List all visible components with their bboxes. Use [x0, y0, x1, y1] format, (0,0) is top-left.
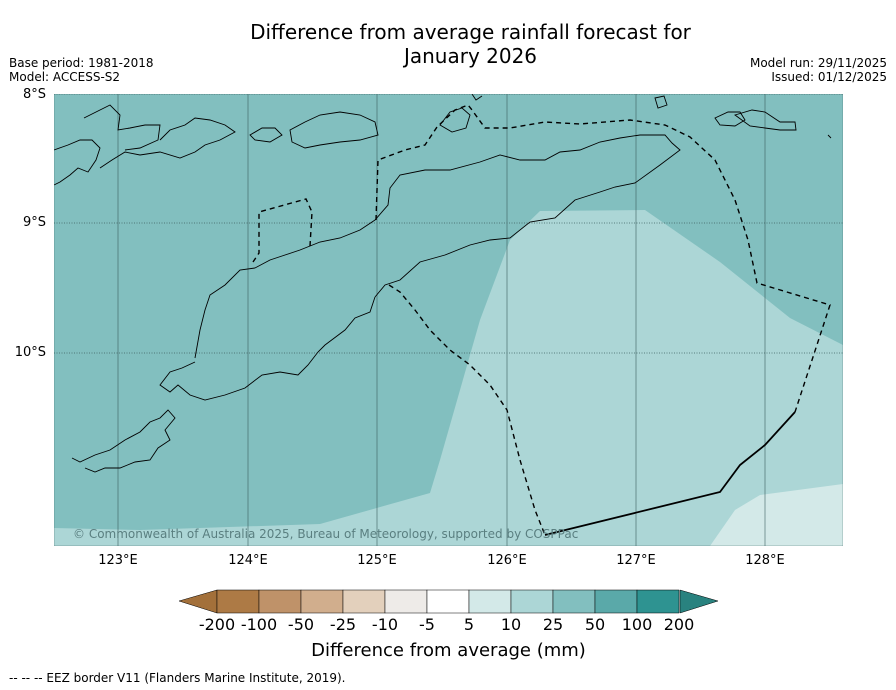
colorbar-box: [594, 589, 638, 614]
coast-alor: [83, 104, 161, 151]
chart-title: Difference from average rainfall forecas…: [200, 20, 741, 68]
lon-label-126: 126°E: [487, 553, 527, 568]
colorbar-box: [468, 589, 512, 614]
meta-left: Base period: 1981-2018 Model: ACCESS-S2: [9, 56, 154, 84]
colorbar-arrow-low: [178, 589, 218, 614]
coast-flores: [54, 139, 101, 186]
colorbar-box: [258, 589, 302, 614]
coast-islet-4: [714, 111, 746, 127]
colorbar-title: Difference from average (mm): [311, 640, 586, 661]
colorbar-tick: -25: [329, 615, 357, 634]
colorbar-tick: -100: [240, 615, 278, 634]
coast-sumba-roti: [71, 409, 176, 473]
coast-timor-north: [194, 134, 681, 359]
lon-label-127: 127°E: [616, 553, 656, 568]
colorbar-box: [426, 589, 470, 614]
colorbar-tick: -10: [371, 615, 399, 634]
colorbar-arrow-high: [679, 589, 719, 614]
colorbar: [178, 589, 719, 614]
graticule: [117, 94, 766, 546]
model-name: Model: ACCESS-S2: [9, 70, 121, 84]
colorbar-tick: -50: [287, 615, 315, 634]
colorbar-box: [342, 589, 386, 614]
coastlines: [54, 94, 832, 473]
eez-south: [388, 284, 546, 536]
copyright-notice: © Commonwealth of Australia 2025, Bureau…: [73, 527, 579, 541]
colorbar-box: [510, 589, 554, 614]
colorbar-tick: 100: [621, 615, 653, 634]
eez-west-enclave: [252, 198, 313, 263]
region-10-25mm: [54, 210, 843, 546]
colorbar-box: [636, 589, 680, 614]
lat-label-10s: 10°S: [14, 345, 46, 360]
parallels: [54, 94, 843, 354]
colorbar-tick: 200: [663, 615, 695, 634]
meta-right: Model run: 29/11/2025 Issued: 01/12/2025: [750, 56, 887, 84]
coast-islet-3: [654, 95, 668, 109]
model-run: Model run: 29/11/2025: [749, 56, 887, 70]
eez-footnote: -- -- -- EEZ border V11 (Flanders Marine…: [9, 671, 346, 685]
colorbar-box: [300, 589, 344, 614]
eez-border-solid: [544, 411, 796, 536]
lon-label-123: 123°E: [98, 553, 138, 568]
colorbar-tick: 25: [542, 615, 564, 634]
colorbar-box: [552, 589, 596, 614]
title-line-2: January 2026: [403, 44, 538, 68]
coast-islet-6: [471, 94, 483, 101]
coast-wetar: [289, 111, 379, 149]
lat-label-8s: 8°S: [22, 87, 46, 102]
coast-timor-south: [159, 296, 376, 401]
eez-border: [252, 104, 831, 536]
lat-label-9s: 9°S: [22, 215, 46, 230]
lon-label-124: 124°E: [228, 553, 268, 568]
title-line-1: Difference from average rainfall forecas…: [250, 20, 691, 44]
coast-pantar: [99, 117, 236, 169]
colorbar-tick: 5: [463, 615, 475, 634]
issued-date: Issued: 01/12/2025: [771, 70, 887, 84]
colorbar-tick: -200: [198, 615, 236, 634]
map-area: [54, 94, 843, 546]
colorbar-boxes: [216, 589, 680, 614]
eez-north: [375, 104, 831, 413]
region-5-10mm: [710, 484, 843, 546]
colorbar-tick: 50: [584, 615, 606, 634]
lon-label-128: 128°E: [745, 553, 785, 568]
coast-islet-1: [249, 127, 283, 143]
lon-label-125: 125°E: [357, 553, 397, 568]
colorbar-box: [216, 589, 260, 614]
coast-islet-2: [439, 107, 471, 133]
colorbar-box: [384, 589, 428, 614]
coast-islet-7: [827, 134, 832, 139]
base-period: Base period: 1981-2018: [9, 56, 154, 70]
coast-islet-5: [734, 109, 797, 131]
colorbar-tick: 10: [500, 615, 522, 634]
colorbar-tick: -5: [419, 615, 435, 634]
